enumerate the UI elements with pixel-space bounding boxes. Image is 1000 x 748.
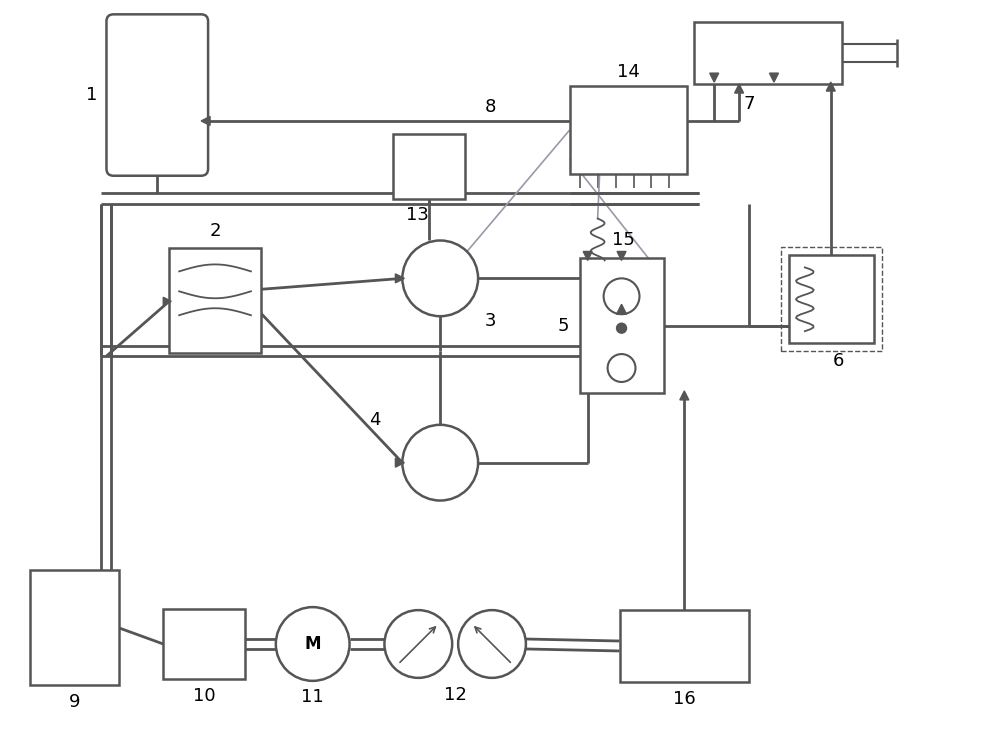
Bar xyxy=(781,248,882,351)
Bar xyxy=(580,258,664,393)
Bar xyxy=(620,610,749,682)
Circle shape xyxy=(617,323,627,333)
Text: 9: 9 xyxy=(69,693,80,711)
Polygon shape xyxy=(201,117,210,126)
Circle shape xyxy=(458,610,526,678)
Polygon shape xyxy=(395,459,404,468)
Polygon shape xyxy=(710,73,719,82)
Text: 3: 3 xyxy=(484,312,496,330)
Polygon shape xyxy=(583,251,592,260)
Text: 4: 4 xyxy=(369,411,380,429)
Text: 11: 11 xyxy=(301,688,324,706)
Bar xyxy=(694,22,842,84)
Text: 13: 13 xyxy=(406,206,429,224)
Text: 2: 2 xyxy=(209,221,221,239)
Bar xyxy=(570,86,687,174)
Text: M: M xyxy=(304,635,321,653)
Circle shape xyxy=(604,278,639,314)
Bar xyxy=(393,134,465,199)
Text: 8: 8 xyxy=(484,98,496,116)
Bar xyxy=(169,248,261,353)
Polygon shape xyxy=(826,82,835,91)
Bar xyxy=(30,570,119,685)
Polygon shape xyxy=(617,251,626,260)
Polygon shape xyxy=(735,84,744,93)
Text: 5: 5 xyxy=(558,317,570,335)
Polygon shape xyxy=(163,297,171,305)
Text: 6: 6 xyxy=(833,352,844,370)
Circle shape xyxy=(402,241,478,316)
Text: 1: 1 xyxy=(86,86,97,104)
Text: 16: 16 xyxy=(673,690,696,708)
Circle shape xyxy=(384,610,452,678)
FancyBboxPatch shape xyxy=(106,14,208,176)
Polygon shape xyxy=(617,304,627,314)
Text: 14: 14 xyxy=(617,63,640,81)
Polygon shape xyxy=(680,391,689,400)
Polygon shape xyxy=(769,73,778,82)
Text: 10: 10 xyxy=(193,687,215,705)
Bar xyxy=(163,609,245,679)
Polygon shape xyxy=(395,274,404,283)
Circle shape xyxy=(608,354,635,382)
Text: 15: 15 xyxy=(612,231,635,250)
Circle shape xyxy=(276,607,350,681)
Circle shape xyxy=(402,425,478,500)
Bar xyxy=(789,255,874,343)
Text: 12: 12 xyxy=(444,686,467,704)
Text: 7: 7 xyxy=(743,95,755,113)
